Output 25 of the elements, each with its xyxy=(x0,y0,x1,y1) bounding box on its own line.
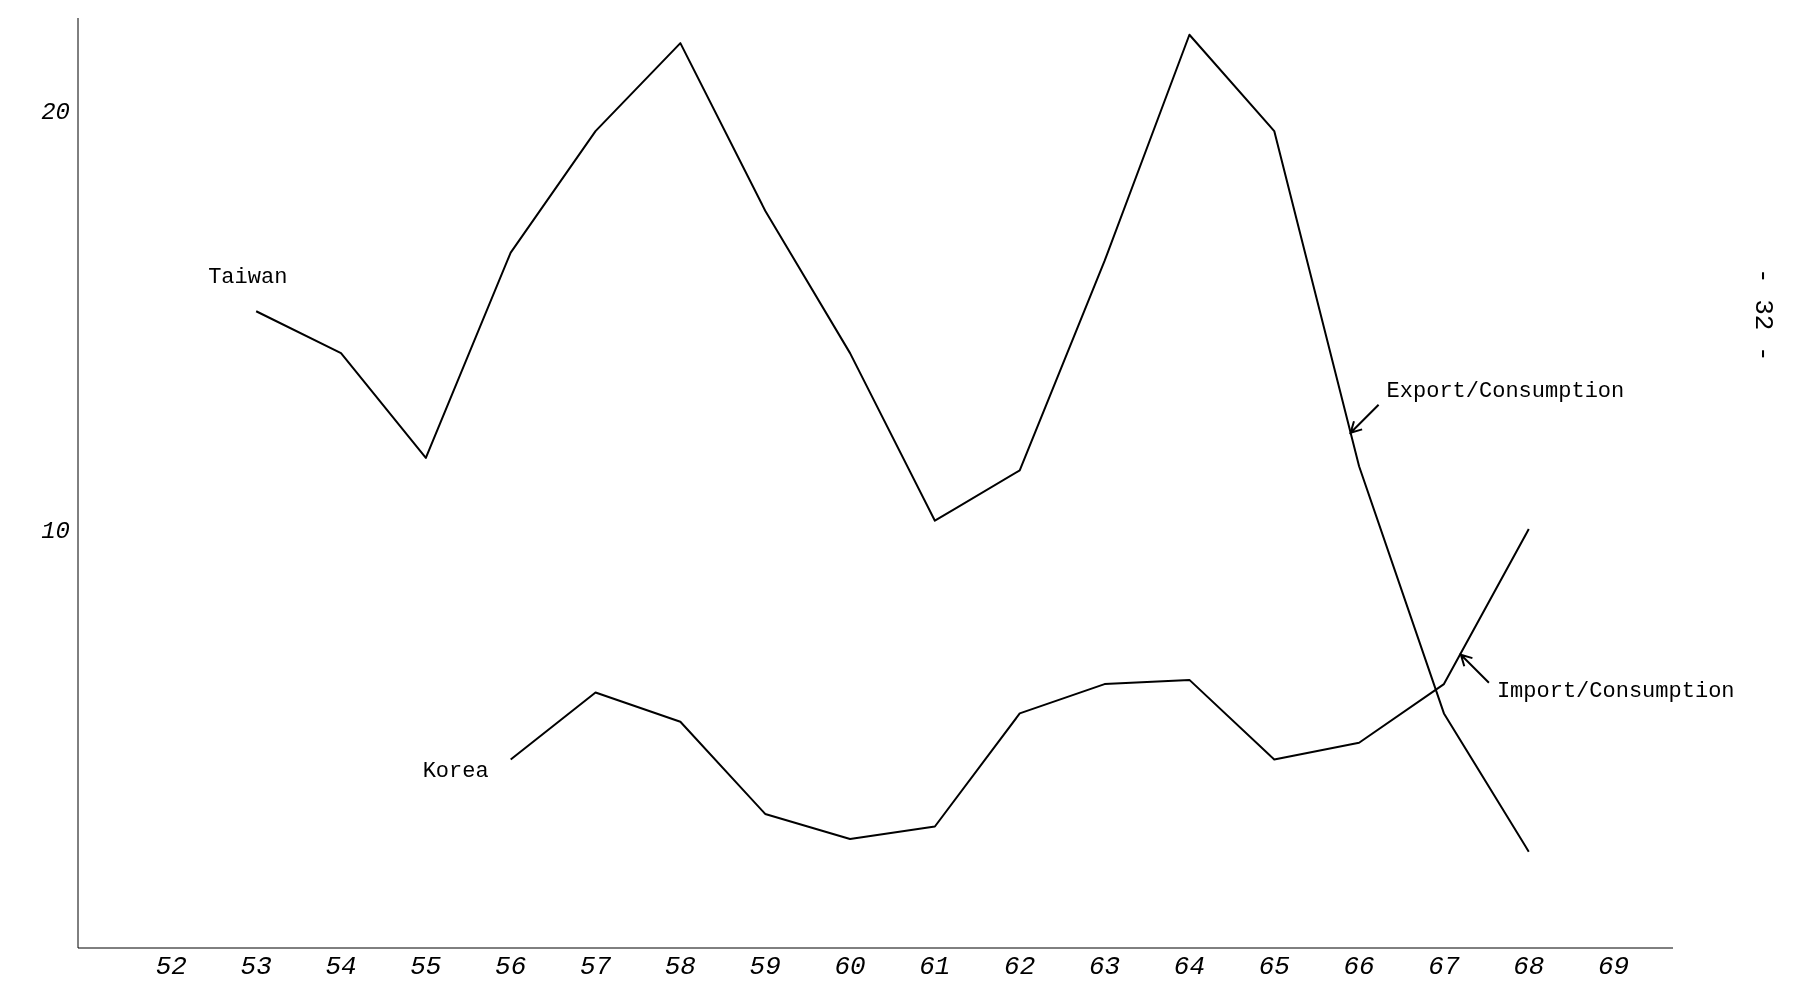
x-tick-label: 69 xyxy=(1598,952,1630,983)
x-tick-label: 55 xyxy=(410,952,442,983)
x-tick-label: 66 xyxy=(1343,952,1375,983)
x-tick-label: 64 xyxy=(1173,952,1206,983)
x-tick-label: 67 xyxy=(1428,952,1460,983)
series-label: Korea xyxy=(422,759,489,785)
x-tick-label: 63 xyxy=(1088,952,1121,983)
x-tick-label: 61 xyxy=(919,952,951,983)
series-label: Taiwan xyxy=(208,265,288,291)
x-tick-label: 65 xyxy=(1258,952,1290,983)
y-tick-label: 10 xyxy=(41,517,70,545)
annotation: Export/Consumption xyxy=(1386,378,1625,404)
x-tick-label: 62 xyxy=(1004,952,1036,983)
x-tick-label: 53 xyxy=(240,952,272,983)
x-tick-label: 52 xyxy=(155,952,187,983)
x-tick-label: 57 xyxy=(579,952,612,983)
x-tick-label: 68 xyxy=(1513,952,1545,983)
annotation: Import/Consumption xyxy=(1496,678,1735,704)
text: - 32 - xyxy=(1748,268,1778,362)
y-tick-label: 20 xyxy=(41,98,70,126)
x-tick-label: 58 xyxy=(664,952,696,983)
x-tick-label: 60 xyxy=(834,952,866,983)
x-tick-label: 59 xyxy=(749,952,781,983)
x-tick-label: 56 xyxy=(495,952,527,983)
x-tick-label: 54 xyxy=(325,952,357,983)
